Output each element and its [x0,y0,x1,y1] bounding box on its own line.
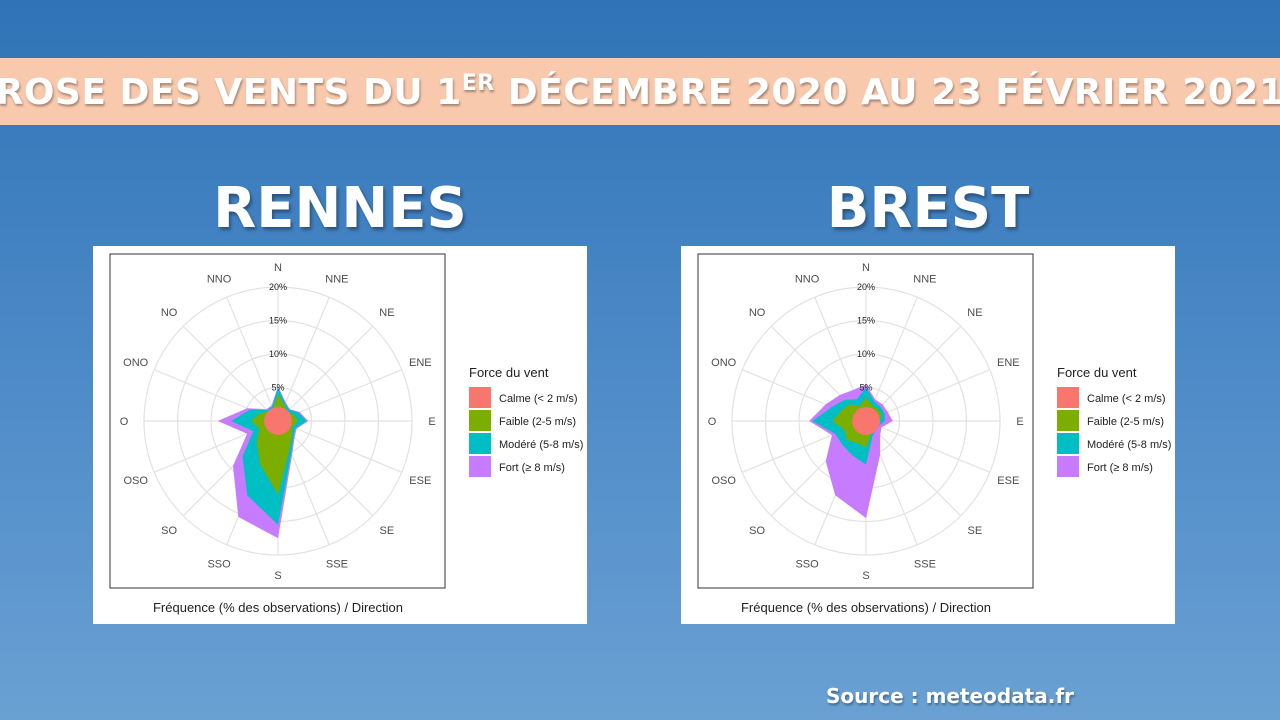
x-axis-label: Fréquence (% des observations) / Directi… [153,600,403,615]
direction-label-se: SE [380,525,395,537]
legend-swatch [1057,433,1079,454]
direction-label-s: S [862,570,869,582]
direction-label-n: N [862,262,870,274]
wind-rose-rennes: 5% 10% 15% 20% N NNE NE ENE E ESE SE SSE S SSO SO OSO O O… [109,253,583,615]
direction-label-s: S [274,570,281,582]
direction-label-sse: SSE [326,558,348,570]
legend-label: Fort (≥ 8 m/s) [499,462,565,474]
direction-label-e: E [1016,416,1023,428]
legend-label: Calme (< 2 m/s) [499,393,578,405]
direction-label-ne: NE [967,307,982,319]
chart-panel-rennes: 5% 10% 15% 20% N NNE NE ENE E ESE SE SSE S SSO SO OSO O O… [93,246,587,624]
direction-label-n: N [274,262,282,274]
legend-swatch [469,433,491,454]
direction-label-so: SO [749,525,765,537]
radial-tick-label: 20% [857,282,875,292]
grid-spoke [865,420,991,473]
direction-label-nne: NNE [913,274,936,286]
grid-spoke [865,420,962,517]
direction-label-sso: SSO [207,558,231,570]
direction-label-oso: OSO [711,475,736,487]
direction-label-ono: ONO [123,357,149,369]
legend-label: Calme (< 2 m/s) [1087,393,1166,405]
direction-label-o: O [708,416,717,428]
radial-tick-label: 10% [269,349,287,359]
legend-swatch [1057,456,1079,477]
direction-label-no: NO [161,307,178,319]
grid-spoke [277,420,403,473]
direction-label-oso: OSO [123,475,148,487]
grid-spoke [277,296,330,422]
source-credit: Source : meteodata.fr [826,684,1074,708]
direction-label-nno: NNO [795,274,820,286]
direction-label-no: NO [749,307,766,319]
grid-spoke [182,325,279,422]
direction-label-ene: ENE [409,357,432,369]
calm-marker [264,407,292,435]
grid-spoke [226,296,279,422]
radial-tick-label: 10% [857,349,875,359]
x-axis-label: Fréquence (% des observations) / Directi… [741,600,991,615]
direction-label-sse: SSE [914,558,936,570]
legend-label: Fort (≥ 8 m/s) [1087,462,1153,474]
legend-label: Faible (2-5 m/s) [499,416,576,428]
direction-label-o: O [120,416,129,428]
legend-swatch [469,410,491,431]
direction-label-e: E [428,416,435,428]
direction-label-so: SO [161,525,177,537]
legend-swatch [469,387,491,408]
legend-label: Modéré (5-8 m/s) [499,439,583,451]
wind-rose-brest: 5% 10% 15% 20% N NNE NE ENE E ESE SE SSE S SSO SO OSO O O… [697,253,1171,615]
title-banner: ROSE DES VENTS DU 1ER DÉCEMBRE 2020 AU 2… [0,58,1280,125]
direction-label-ene: ENE [997,357,1020,369]
legend-title: Force du vent [1057,365,1137,380]
legend-label: Modéré (5-8 m/s) [1087,439,1171,451]
radial-tick-label: 5% [271,383,284,393]
direction-label-nno: NNO [207,274,232,286]
radial-tick-label: 15% [857,316,875,326]
city-title-rennes: RENNES [213,176,467,241]
legend-swatch [1057,410,1079,431]
legend-swatch [469,456,491,477]
direction-label-ono: ONO [711,357,737,369]
direction-label-ese: ESE [409,475,431,487]
radial-tick-label: 15% [269,316,287,326]
page-title: ROSE DES VENTS DU 1ER DÉCEMBRE 2020 AU 2… [0,70,1280,113]
city-title-brest: BREST [826,176,1030,241]
direction-label-ese: ESE [997,475,1019,487]
chart-panel-brest: 5% 10% 15% 20% N NNE NE ENE E ESE SE SSE S SSO SO OSO O O… [681,246,1175,624]
direction-label-nne: NNE [325,274,348,286]
legend-label: Faible (2-5 m/s) [1087,416,1164,428]
radial-tick-label: 20% [269,282,287,292]
direction-label-ne: NE [379,307,394,319]
legend-title: Force du vent [469,365,549,380]
direction-label-sso: SSO [795,558,819,570]
radial-tick-label: 5% [859,383,872,393]
direction-label-se: SE [968,525,983,537]
grid-spoke [277,325,374,422]
calm-marker [852,407,880,435]
legend-swatch [1057,387,1079,408]
